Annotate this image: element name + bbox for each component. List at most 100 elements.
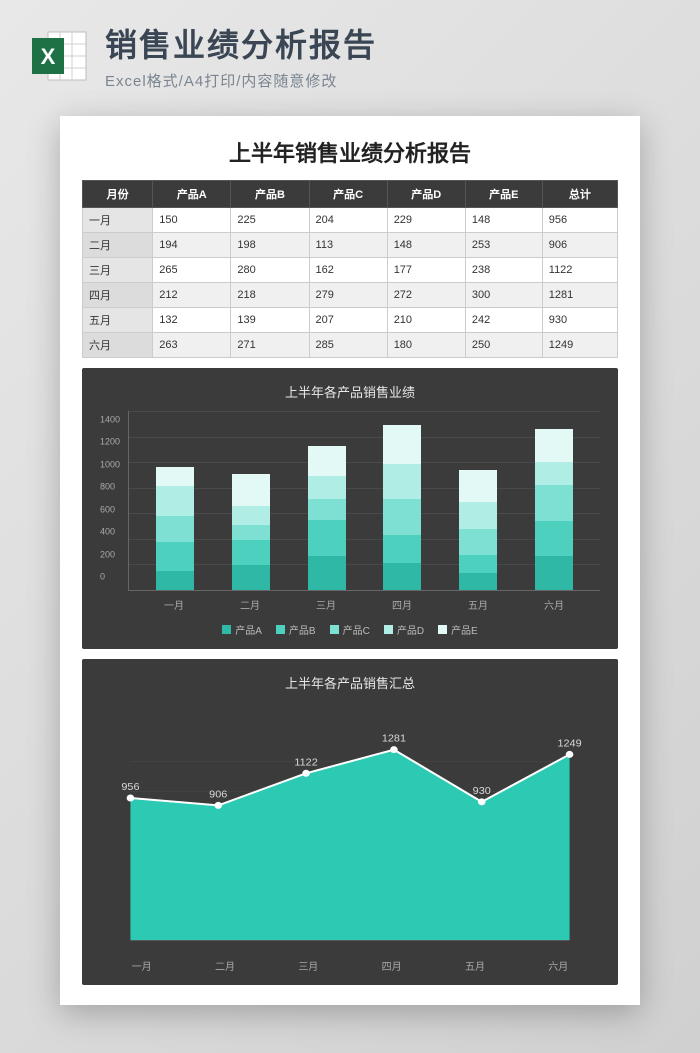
data-label: 956 <box>121 782 139 793</box>
table-cell: 148 <box>387 233 465 258</box>
bar-segment <box>535 485 573 522</box>
area-chart-title: 上半年各产品销售汇总 <box>100 673 600 692</box>
bar-segment <box>232 506 270 525</box>
bar-segment <box>308 520 346 556</box>
table-cell: 三月 <box>83 258 153 283</box>
table-row: 二月194198113148253906 <box>83 233 618 258</box>
x-tick-label: 一月 <box>155 597 193 612</box>
bar-segment <box>156 486 194 515</box>
bar-column <box>308 446 346 590</box>
bar-segment <box>459 573 497 590</box>
table-header: 月份 <box>83 181 153 208</box>
svg-text:X: X <box>41 44 56 69</box>
table-cell: 229 <box>387 208 465 233</box>
data-label: 930 <box>473 786 491 797</box>
table-cell: 250 <box>465 333 542 358</box>
table-cell: 271 <box>231 333 309 358</box>
bar-segment <box>156 467 194 486</box>
bar-segment <box>535 462 573 485</box>
table-cell: 1281 <box>542 283 617 308</box>
table-cell: 一月 <box>83 208 153 233</box>
bar-column <box>383 425 421 590</box>
table-cell: 四月 <box>83 283 153 308</box>
bar-segment <box>383 499 421 535</box>
table-cell: 225 <box>231 208 309 233</box>
legend-label: 产品D <box>397 622 424 637</box>
table-cell: 930 <box>542 308 617 333</box>
x-tick-label: 三月 <box>307 597 345 612</box>
bar-chart-panel: 上半年各产品销售业绩 0200400600800100012001400 一月二… <box>82 368 618 649</box>
data-marker <box>390 746 398 753</box>
table-cell: 285 <box>309 333 387 358</box>
table-row: 六月2632712851802501249 <box>83 333 618 358</box>
bar-segment <box>383 535 421 563</box>
table-cell: 265 <box>153 258 231 283</box>
table-cell: 279 <box>309 283 387 308</box>
legend-label: 产品A <box>235 622 262 637</box>
table-cell: 218 <box>231 283 309 308</box>
bar-segment <box>232 525 270 540</box>
table-cell: 280 <box>231 258 309 283</box>
banner-subtitle: Excel格式/A4打印/内容随意修改 <box>105 70 670 91</box>
bar-segment <box>156 516 194 542</box>
bar-segment <box>232 565 270 590</box>
bar-column <box>459 470 497 590</box>
table-cell: 148 <box>465 208 542 233</box>
table-header: 总计 <box>542 181 617 208</box>
data-marker <box>566 751 574 758</box>
table-cell: 204 <box>309 208 387 233</box>
area-chart-panel: 上半年各产品销售汇总 956906112212819301249 一月二月三月四… <box>82 659 618 985</box>
legend-item: 产品D <box>384 622 424 637</box>
x-tick-label: 二月 <box>215 958 235 973</box>
table-row: 一月150225204229148956 <box>83 208 618 233</box>
bar-segment <box>232 474 270 507</box>
document-title: 上半年销售业绩分析报告 <box>82 136 618 168</box>
area-fill <box>130 750 569 940</box>
table-cell: 210 <box>387 308 465 333</box>
table-cell: 二月 <box>83 233 153 258</box>
table-cell: 906 <box>542 233 617 258</box>
table-row: 四月2122182792723001281 <box>83 283 618 308</box>
bar-column <box>535 429 573 590</box>
legend-item: 产品C <box>330 622 370 637</box>
bar-segment <box>156 542 194 571</box>
table-header: 产品E <box>465 181 542 208</box>
bar-segment <box>535 521 573 556</box>
legend-swatch <box>438 625 447 634</box>
x-tick-label: 五月 <box>465 958 485 973</box>
bar-plot-area <box>128 411 600 591</box>
bar-column <box>232 474 270 590</box>
table-cell: 300 <box>465 283 542 308</box>
bar-segment <box>232 540 270 565</box>
data-label: 1249 <box>557 739 581 750</box>
table-cell: 194 <box>153 233 231 258</box>
table-cell: 1122 <box>542 258 617 283</box>
x-tick-label: 六月 <box>535 597 573 612</box>
document-preview: 上半年销售业绩分析报告 月份产品A产品B产品C产品D产品E总计 一月150225… <box>60 116 640 1005</box>
bar-y-axis: 0200400600800100012001400 <box>100 411 128 591</box>
legend-item: 产品B <box>276 622 316 637</box>
table-cell: 263 <box>153 333 231 358</box>
bar-segment <box>308 446 346 477</box>
table-cell: 238 <box>465 258 542 283</box>
bar-x-axis: 一月二月三月四月五月六月 <box>128 597 600 612</box>
table-header: 产品B <box>231 181 309 208</box>
table-header: 产品C <box>309 181 387 208</box>
table-cell: 113 <box>309 233 387 258</box>
x-tick-label: 三月 <box>298 958 318 973</box>
area-x-axis: 一月二月三月四月五月六月 <box>100 958 600 973</box>
table-cell: 207 <box>309 308 387 333</box>
legend-swatch <box>276 625 285 634</box>
table-cell: 150 <box>153 208 231 233</box>
data-marker <box>127 794 135 801</box>
bar-segment <box>383 425 421 464</box>
stacked-bar-chart: 0200400600800100012001400 <box>100 411 600 591</box>
bar-segment <box>459 529 497 556</box>
table-row: 三月2652801621772381122 <box>83 258 618 283</box>
legend-label: 产品B <box>289 622 316 637</box>
table-cell: 272 <box>387 283 465 308</box>
data-label: 906 <box>209 790 227 801</box>
area-chart: 956906112212819301249 <box>100 702 600 952</box>
table-cell: 198 <box>231 233 309 258</box>
bar-segment <box>308 499 346 520</box>
